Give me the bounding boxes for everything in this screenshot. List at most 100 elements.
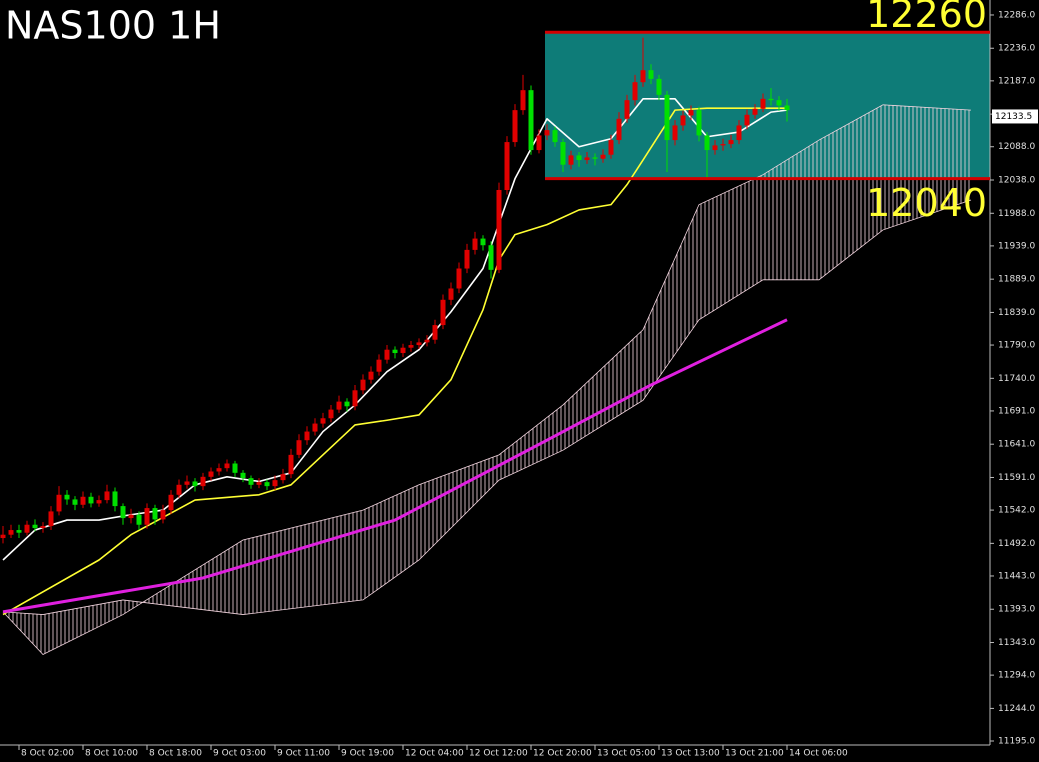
y-tick-label: 11195.0 bbox=[998, 737, 1035, 747]
x-tick-label: 9 Oct 19:00 bbox=[341, 749, 394, 759]
candle-body bbox=[480, 238, 486, 246]
candle-body bbox=[496, 189, 502, 270]
x-tick-label: 8 Oct 02:00 bbox=[21, 749, 74, 759]
y-tick-label: 11740.0 bbox=[998, 374, 1035, 384]
candle-body bbox=[720, 144, 726, 146]
candle-body bbox=[200, 476, 206, 487]
y-tick-label: 11343.0 bbox=[998, 638, 1035, 648]
candle-body bbox=[752, 108, 758, 115]
lines-layer bbox=[2, 98, 788, 616]
candle-body bbox=[520, 90, 526, 111]
candle-body bbox=[656, 78, 662, 95]
candle-body bbox=[224, 463, 230, 469]
candle-body bbox=[464, 249, 470, 269]
candle-body bbox=[280, 474, 286, 481]
candle-body bbox=[216, 468, 222, 472]
candle-body bbox=[8, 530, 14, 535]
level-label: 12260 bbox=[866, 0, 987, 36]
y-tick-label: 11393.0 bbox=[998, 605, 1035, 615]
y-tick-label: 11591.0 bbox=[998, 473, 1035, 483]
candle-body bbox=[104, 491, 110, 501]
candle-body bbox=[144, 508, 150, 525]
x-tick-label: 13 Oct 05:00 bbox=[597, 749, 656, 759]
indicator-line bbox=[2, 318, 788, 614]
candle-body bbox=[768, 98, 774, 101]
candle-body bbox=[136, 514, 142, 525]
cloud-fill bbox=[3, 104, 971, 655]
candle-body bbox=[160, 510, 166, 520]
candle-body bbox=[96, 500, 102, 504]
cloud-layer bbox=[2, 104, 972, 655]
candle-body bbox=[256, 482, 262, 485]
candle-body bbox=[416, 342, 422, 346]
candle-body bbox=[120, 506, 126, 519]
candle-body bbox=[632, 82, 638, 101]
x-tick-label: 13 Oct 21:00 bbox=[725, 749, 784, 759]
candle-body bbox=[112, 491, 118, 507]
y-tick-label: 12038.0 bbox=[998, 176, 1035, 186]
candle-body bbox=[728, 140, 734, 145]
y-tick-label: 11244.0 bbox=[998, 704, 1035, 714]
candle-body bbox=[352, 390, 358, 407]
candle-body bbox=[592, 157, 598, 159]
candle-body bbox=[296, 440, 302, 455]
y-tick-label: 11939.0 bbox=[998, 241, 1035, 251]
candle-body bbox=[368, 371, 374, 380]
candle-body bbox=[648, 70, 654, 79]
candle-body bbox=[376, 359, 382, 372]
candle-body bbox=[744, 114, 750, 126]
candle-body bbox=[736, 125, 742, 141]
y-tick-label: 12286.0 bbox=[998, 10, 1035, 20]
candle-body bbox=[384, 349, 390, 360]
candle-body bbox=[320, 418, 326, 424]
candle-body bbox=[664, 94, 670, 141]
candle-body bbox=[640, 70, 646, 83]
last-price-box bbox=[992, 109, 1038, 124]
candle-body bbox=[488, 245, 494, 270]
candle-body bbox=[616, 118, 622, 141]
candle-body bbox=[696, 110, 702, 136]
candle-body bbox=[576, 155, 582, 161]
y-tick-label: 12088.0 bbox=[998, 142, 1035, 152]
candle-body bbox=[168, 494, 174, 511]
candle-body bbox=[448, 288, 454, 300]
candle-body bbox=[184, 481, 190, 485]
y-tick-label: 11790.0 bbox=[998, 341, 1035, 351]
x-tick-label: 8 Oct 10:00 bbox=[85, 749, 138, 759]
x-tick-label: 12 Oct 04:00 bbox=[405, 749, 464, 759]
y-tick-label: 11443.0 bbox=[998, 571, 1035, 581]
candle-body bbox=[440, 299, 446, 326]
candle-body bbox=[424, 339, 430, 343]
candle-body bbox=[272, 480, 278, 487]
candle-body bbox=[152, 508, 158, 520]
candle-body bbox=[360, 379, 366, 391]
candle-body bbox=[248, 478, 254, 485]
x-tick-label: 14 Oct 06:00 bbox=[789, 749, 848, 759]
candle-body bbox=[208, 471, 214, 477]
candle-body bbox=[712, 145, 718, 151]
cloud-span-b bbox=[2, 199, 972, 615]
candle-body bbox=[312, 423, 318, 432]
candle-body bbox=[760, 98, 766, 109]
candle-body bbox=[456, 268, 462, 289]
indicator-line bbox=[2, 98, 788, 561]
y-tick-label: 11492.0 bbox=[998, 539, 1035, 549]
candle-body bbox=[336, 401, 342, 410]
candle-body bbox=[264, 482, 270, 487]
candle-body bbox=[536, 135, 542, 151]
candle-body bbox=[176, 484, 182, 495]
candle-body bbox=[400, 347, 406, 354]
x-tick-label: 12 Oct 20:00 bbox=[533, 749, 592, 759]
candle-body bbox=[608, 140, 614, 155]
y-tick-label: 11839.0 bbox=[998, 308, 1035, 318]
candle-body bbox=[240, 472, 246, 479]
candle-body bbox=[472, 238, 478, 250]
candle-body bbox=[392, 349, 398, 354]
x-tick-label: 8 Oct 18:00 bbox=[149, 749, 202, 759]
candle-body bbox=[80, 496, 86, 505]
y-tick-label: 11691.0 bbox=[998, 406, 1035, 416]
y-tick-label: 11641.0 bbox=[998, 440, 1035, 450]
candle-body bbox=[288, 454, 294, 475]
candle-body bbox=[552, 130, 558, 143]
